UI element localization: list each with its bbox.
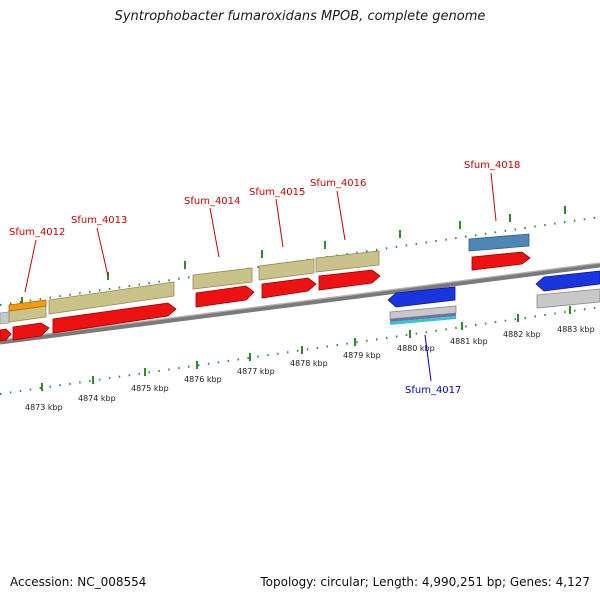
genome-title: Syntrophobacter fumaroxidans MPOB, compl… bbox=[114, 9, 486, 24]
gene-label-sfum-4014[interactable]: Sfum_4014 bbox=[184, 196, 240, 207]
cds-arrow-sfum-4013[interactable] bbox=[52, 302, 177, 334]
orange-feature-sfum-4012[interactable] bbox=[8, 299, 47, 312]
genome-backbone bbox=[0, 262, 600, 345]
genome-summary-text: Topology: circular; Length: 4,990,251 bp… bbox=[260, 575, 590, 589]
gene-bar-sfum-4014[interactable] bbox=[192, 267, 253, 290]
scale-label-4879: 4879 kbp bbox=[343, 351, 381, 360]
cds-arrow-sfum-4018[interactable] bbox=[471, 251, 531, 271]
accession-text: Accession: NC_008554 bbox=[10, 575, 147, 589]
gene-label-sfum-4018[interactable]: Sfum_4018 bbox=[464, 160, 520, 171]
gene-label-sfum-4017[interactable]: Sfum_4017 bbox=[405, 385, 461, 396]
gene-bar-sfum-4013[interactable] bbox=[48, 281, 175, 315]
scale-label-4873: 4873 kbp bbox=[25, 403, 63, 412]
forward-cds-track bbox=[0, 251, 531, 342]
lower-minor-ticks bbox=[0, 306, 600, 395]
cds-arrow-edge-right[interactable] bbox=[535, 270, 600, 292]
gene-bar-edge[interactable] bbox=[0, 311, 10, 325]
scale-label-4881: 4881 kbp bbox=[450, 337, 488, 346]
scale-label-4880: 4880 kbp bbox=[397, 344, 435, 353]
gene-label-sfum-4013[interactable]: Sfum_4013 bbox=[71, 215, 127, 226]
scale-label-4877: 4877 kbp bbox=[237, 367, 275, 376]
gene-bar-sfum-4018[interactable] bbox=[468, 233, 530, 252]
scale-label-4878: 4878 kbp bbox=[290, 359, 328, 368]
reverse-gene-track bbox=[389, 288, 600, 325]
label-leaders bbox=[24, 172, 497, 382]
upper-minor-ticks bbox=[0, 216, 600, 306]
cds-arrow-sfum-4014[interactable] bbox=[195, 285, 255, 308]
gene-label-sfum-4015[interactable]: Sfum_4015 bbox=[249, 187, 305, 198]
reverse-cds-track bbox=[387, 270, 600, 308]
feature-band-purple bbox=[390, 313, 456, 322]
scale-label-4876: 4876 kbp bbox=[184, 375, 222, 384]
scale-label-4883: 4883 kbp bbox=[557, 325, 595, 334]
scale-label-4882: 4882 kbp bbox=[503, 330, 541, 339]
forward-gene-track bbox=[0, 233, 530, 325]
cds-arrow-sfum-4017[interactable] bbox=[387, 286, 456, 308]
scale-label-4874: 4874 kbp bbox=[78, 394, 116, 403]
cds-arrow-sfum-4012[interactable] bbox=[12, 322, 50, 341]
gene-bar-sfum-4015[interactable] bbox=[258, 258, 315, 281]
lower-major-ticks bbox=[41, 306, 571, 391]
gene-label-sfum-4012[interactable]: Sfum_4012 bbox=[9, 227, 65, 238]
cds-arrow-edge[interactable] bbox=[0, 328, 12, 342]
scale-label-4875: 4875 kbp bbox=[131, 384, 169, 393]
gene-bar-edge-right[interactable] bbox=[536, 288, 600, 309]
cds-arrow-sfum-4015[interactable] bbox=[261, 277, 317, 299]
upper-major-ticks bbox=[21, 206, 566, 305]
gene-bar-sfum-4016[interactable] bbox=[315, 250, 380, 273]
feature-band-teal bbox=[390, 316, 456, 325]
gene-label-sfum-4016[interactable]: Sfum_4016 bbox=[310, 178, 366, 189]
genome-backbone-highlight bbox=[0, 262, 600, 341]
cds-arrow-sfum-4016[interactable] bbox=[318, 269, 381, 291]
